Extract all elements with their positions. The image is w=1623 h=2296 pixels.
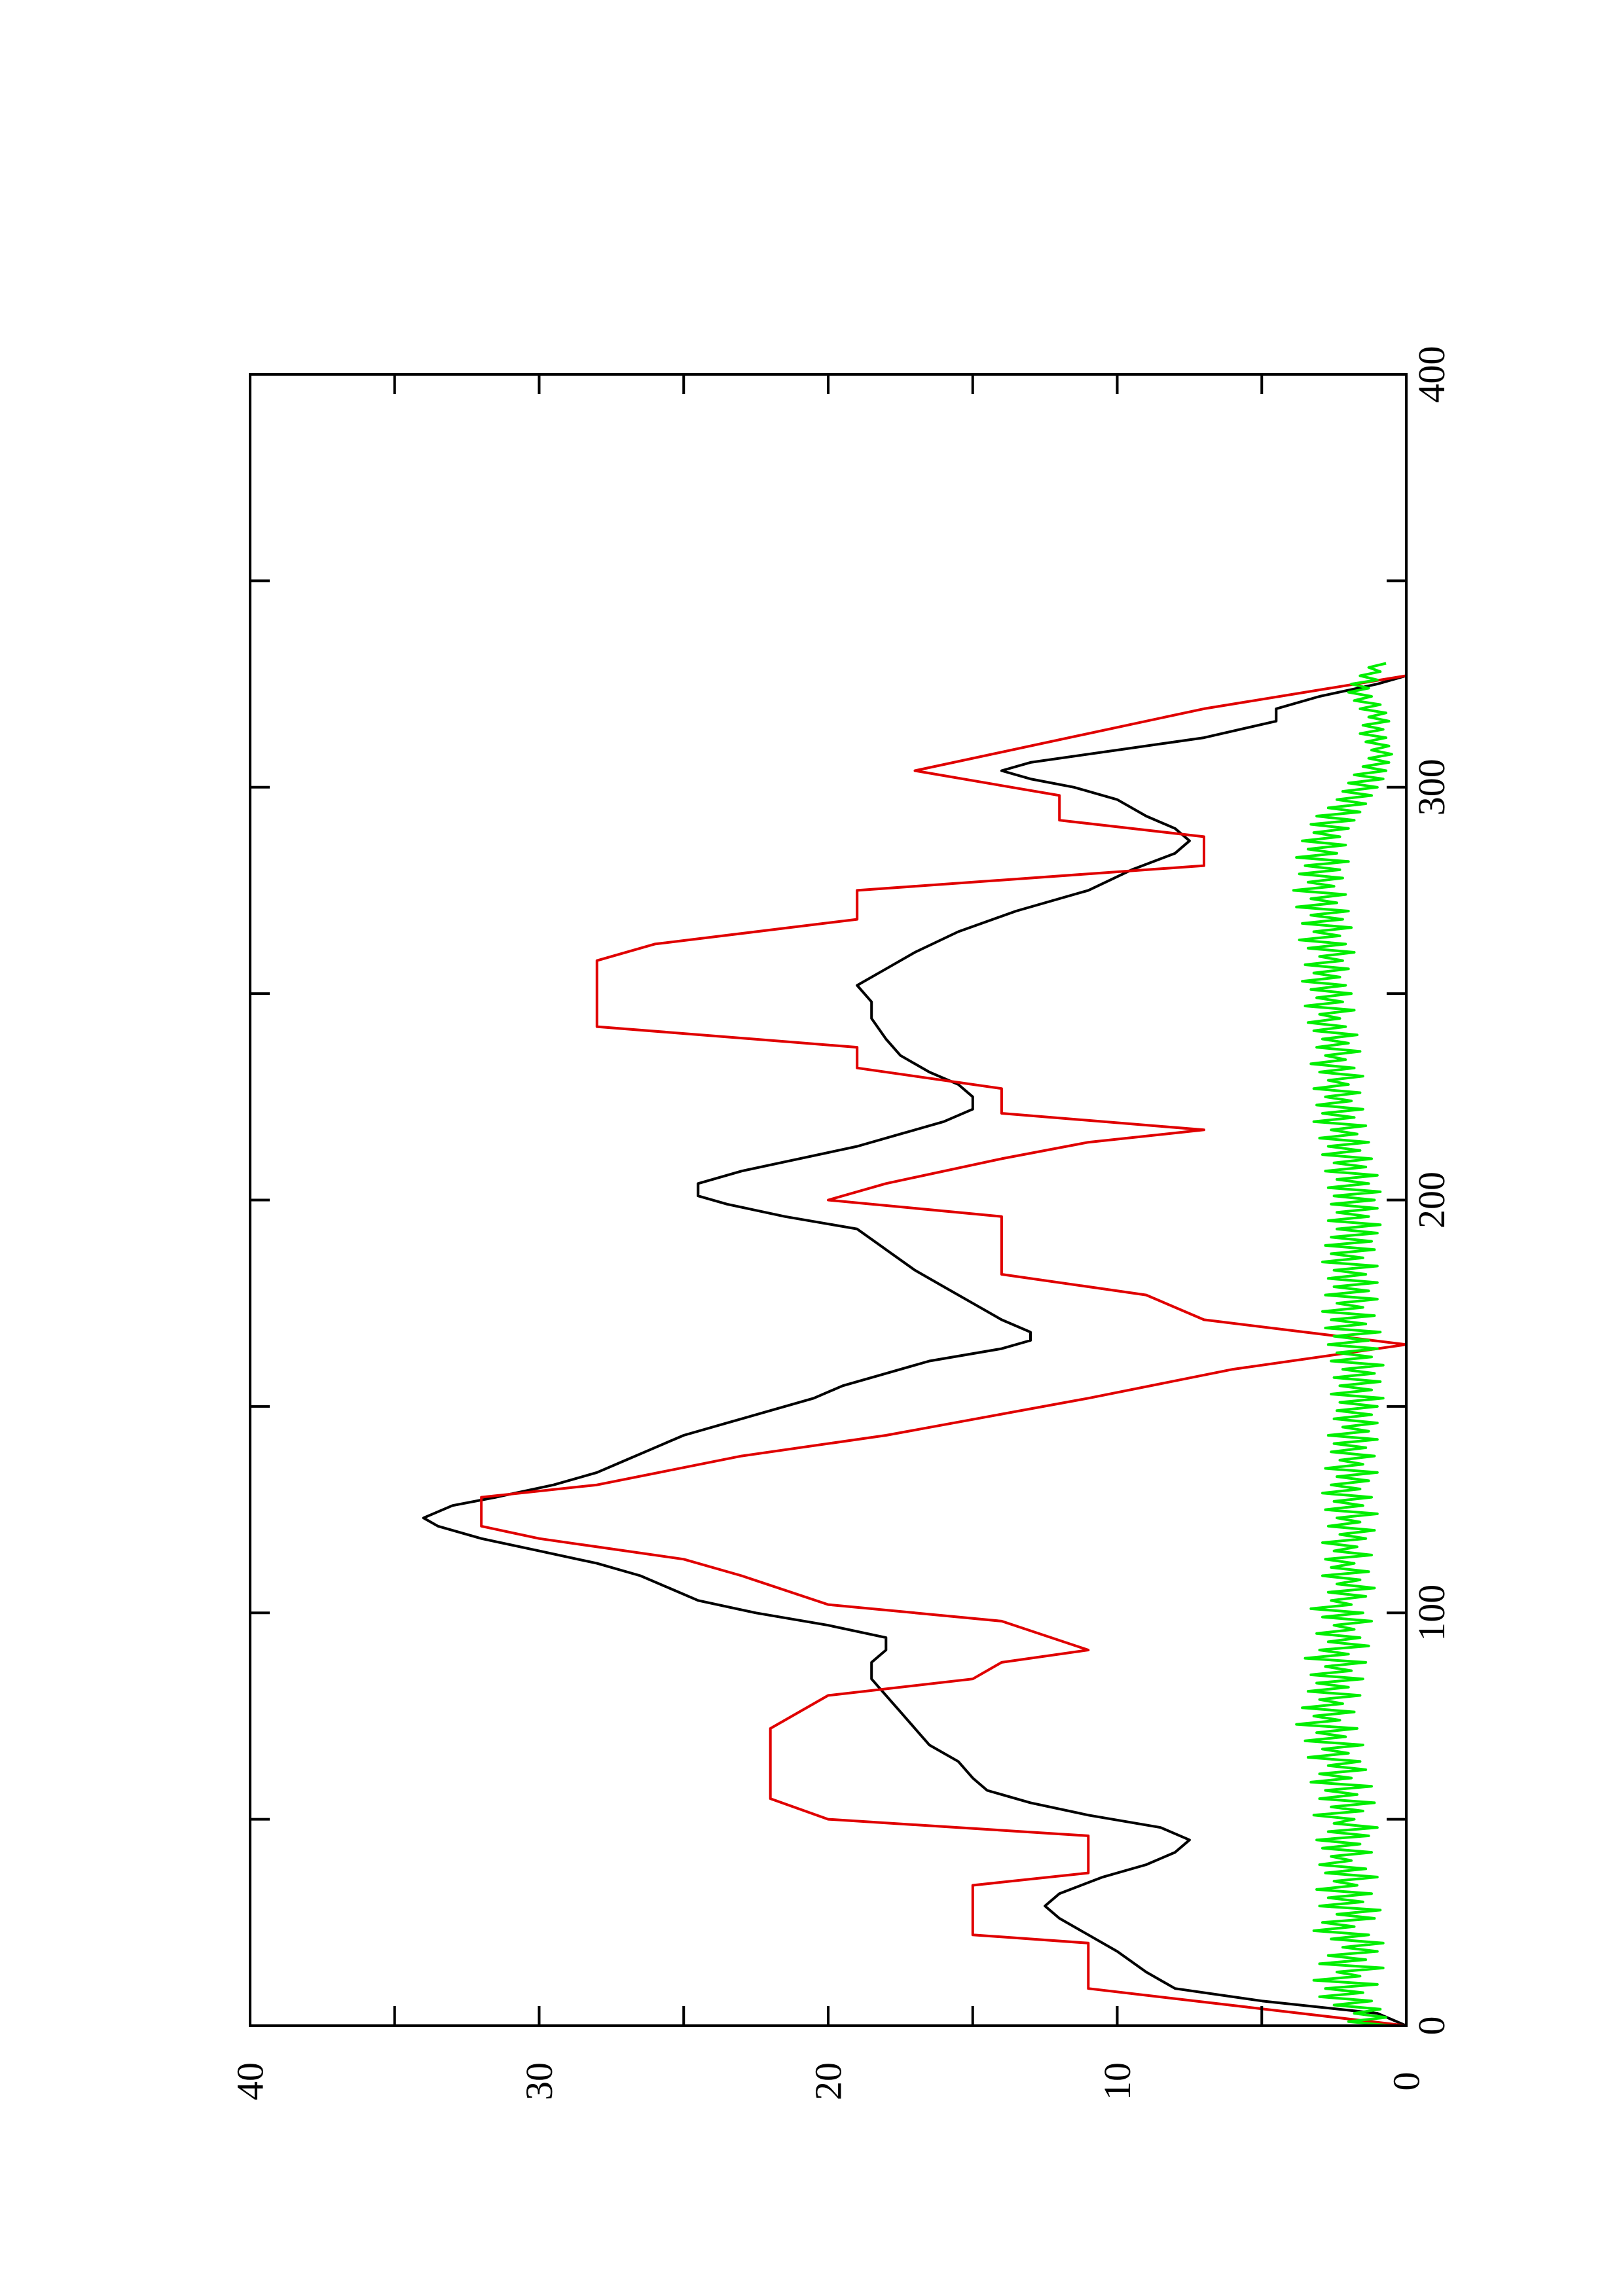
label-layer: 0 100 200 300 400 0 10 20 30 40	[229, 346, 1453, 2101]
y-tick-label: 0	[1385, 2072, 1428, 2091]
y-tick-label: 20	[807, 2062, 850, 2100]
x-tick-label: 200	[1410, 1172, 1453, 1229]
series-layer	[422, 662, 1408, 2027]
y-tick-label: 10	[1096, 2062, 1139, 2100]
x-tick-label: 300	[1410, 759, 1453, 816]
x-tick-label: 100	[1410, 1585, 1453, 1641]
x-tick-label: 400	[1410, 346, 1453, 403]
series-line-2	[480, 674, 1408, 2027]
x-tick-label: 0	[1410, 2017, 1453, 2036]
y-tick-label: 30	[518, 2062, 560, 2100]
series-line-3	[1292, 662, 1393, 2027]
plot-frame	[249, 373, 1408, 2027]
y-tick-label: 40	[229, 2062, 272, 2100]
series-line-1	[422, 674, 1407, 2027]
